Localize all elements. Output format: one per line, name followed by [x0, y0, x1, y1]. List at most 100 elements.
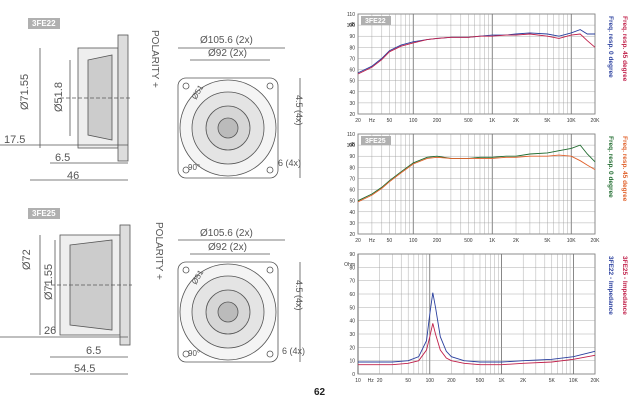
- dim-top-d2: Ø51.8: [53, 82, 65, 112]
- dim-bottom-d1: Ø71.55: [43, 264, 55, 300]
- x-tick-label: 5K: [544, 238, 551, 244]
- y-tick-label: 50: [349, 305, 355, 311]
- y-tick-label: 30: [349, 101, 355, 107]
- legend-entry: Freq. resp. 45 degree: [621, 136, 628, 202]
- x-tick-label: 50: [405, 378, 411, 384]
- dim-bottom-slot: 4.5 (4x): [294, 280, 304, 311]
- x-tick-label: 10K: [569, 378, 579, 384]
- freq-response-chart-3fe25: 20 30 40 50 60 70 80 90 100 110 dB 20 Hz 50 100 200 500 1…: [347, 132, 628, 244]
- x-tick-label: 50: [387, 118, 393, 124]
- plot-area: [357, 253, 596, 375]
- x-tick-label: 5K: [544, 118, 551, 124]
- page-number: 62: [314, 387, 326, 398]
- chart-title-bg: [361, 16, 391, 25]
- x-tick-label: 20: [377, 378, 383, 384]
- y-tick-label: 50: [349, 79, 355, 85]
- plot-area: [357, 13, 596, 115]
- dim-top-d1: Ø71.55: [19, 74, 31, 110]
- dim-top-bolt-circle: Ø105.6 (2x): [200, 35, 253, 46]
- y-tick-label: 80: [349, 265, 355, 271]
- y-tick-label: 30: [349, 332, 355, 338]
- x-tick-label: 1K: [499, 378, 506, 384]
- x-tick-label: 20: [355, 118, 361, 124]
- x-tick-label: 200: [433, 118, 442, 124]
- y-tick-label: 90: [349, 34, 355, 40]
- y-tick-label: 10: [349, 359, 355, 365]
- series-line: [357, 154, 596, 203]
- dim-top-cutout: Ø92 (2x): [208, 48, 247, 59]
- y-tick-label: 20: [349, 232, 355, 238]
- dim-top-w1: 6.5: [55, 152, 70, 164]
- front-view-3fe25: [177, 239, 301, 363]
- y-tick-label: 100: [347, 143, 356, 149]
- dim-bottom-w2: 54.5: [74, 363, 95, 375]
- dim-top-slot: 4.5 (4x): [294, 95, 304, 126]
- y-tick-label: 20: [349, 345, 355, 351]
- side-view-3fe25: [0, 224, 132, 375]
- y-tick-label: 60: [349, 68, 355, 74]
- x-tick-label: 200: [447, 378, 456, 384]
- series-line: [358, 323, 596, 366]
- x-tick-label: 500: [464, 118, 473, 124]
- dim-bottom-bolt-circle: Ø105.6 (2x): [200, 228, 253, 239]
- y-tick-label: 0: [352, 372, 355, 378]
- y-tick-label: 30: [349, 221, 355, 227]
- x-tick-label: 2K: [520, 378, 527, 384]
- chart-title-bg: [361, 136, 391, 145]
- y-tick-label: 90: [349, 252, 355, 258]
- x-tick-label: 5K: [549, 378, 556, 384]
- polarity-top: POLARITY +: [149, 30, 160, 88]
- dim-top-h: 17.5: [4, 134, 25, 146]
- dim-bottom-w1: 6.5: [86, 345, 101, 357]
- polarity-bottom: POLARITY +: [153, 222, 164, 280]
- legend-entry: 3FE22 - Impedance: [607, 256, 614, 315]
- x-tick-label: 1K: [489, 118, 496, 124]
- legend-entry: Freq. resp. 0 degree: [607, 136, 614, 198]
- y-tick-label: 20: [349, 112, 355, 118]
- dim-top-hole: 6 (4x): [278, 158, 301, 168]
- y-axis-label: Ohm: [344, 262, 355, 268]
- side-view-3fe22: [0, 34, 130, 181]
- y-tick-label: 40: [349, 210, 355, 216]
- x-tick-label: 10K: [567, 118, 577, 124]
- model-tag-3fe25: 3FE25: [28, 208, 60, 219]
- y-tick-label: 40: [349, 90, 355, 96]
- model-tag-3fe22: 3FE22: [28, 18, 60, 29]
- dim-bottom-cutout: Ø92 (2x): [208, 242, 247, 253]
- x-tick-label: 10K: [567, 238, 577, 244]
- x-tick-label: 2K: [513, 238, 520, 244]
- x-tick-label: 20K: [591, 238, 601, 244]
- dim-bottom-angle: 90°: [188, 349, 200, 358]
- x-tick-label: Hz: [369, 238, 376, 244]
- y-tick-label: 60: [349, 292, 355, 298]
- x-tick-label: 500: [476, 378, 485, 384]
- x-tick-label: 20K: [591, 378, 601, 384]
- y-tick-label: 80: [349, 45, 355, 51]
- y-tick-label: 110: [347, 132, 355, 138]
- x-tick-label: 10: [355, 378, 361, 384]
- y-axis-label: dB: [349, 22, 356, 28]
- x-tick-label: 100: [409, 238, 418, 244]
- front-view-3fe22: [177, 47, 301, 179]
- x-tick-label: 20: [355, 238, 361, 244]
- x-tick-label: Hz: [369, 118, 376, 124]
- y-tick-label: 40: [349, 319, 355, 325]
- freq-response-chart-3fe22: 20 30 40 50 60 70 80 90 100 110 dB 20 Hz 50 100 200 500 1…: [347, 12, 628, 124]
- x-tick-label: 200: [433, 238, 442, 244]
- dim-bottom-h: 26: [44, 325, 56, 337]
- x-tick-label: 1K: [489, 238, 496, 244]
- y-tick-label: 70: [349, 56, 355, 62]
- x-tick-label: 20K: [591, 118, 601, 124]
- x-tick-label: Hz: [368, 378, 375, 384]
- legend-entry: 3FE25 - Impedance: [621, 256, 628, 315]
- dim-bottom-hole: 6 (4x): [282, 346, 305, 356]
- series-line: [357, 33, 596, 75]
- y-tick-label: 70: [349, 279, 355, 285]
- y-tick-label: 70: [349, 176, 355, 182]
- legend-entry: Freq. resp. 0 degree: [607, 16, 614, 78]
- dim-bottom-d2: Ø72: [21, 249, 33, 270]
- x-tick-label: 500: [464, 238, 473, 244]
- legend-entry: Freq. resp. 45 degree: [621, 16, 628, 82]
- chart-title: 3FE25: [365, 138, 386, 145]
